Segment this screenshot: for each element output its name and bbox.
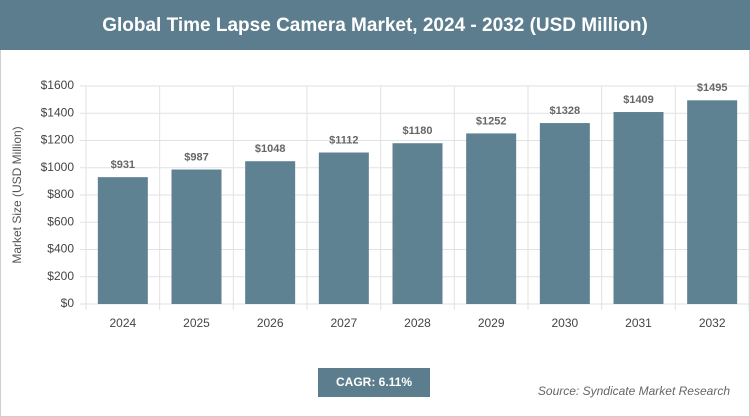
- y-tick-label: $1400: [41, 105, 75, 119]
- bar: [613, 112, 664, 305]
- value-label: $1048: [255, 143, 286, 155]
- value-label: $1409: [623, 94, 654, 106]
- value-label: $987: [184, 151, 208, 163]
- cagr-box: [318, 368, 430, 397]
- bar: [245, 161, 296, 304]
- y-tick-label: $600: [47, 214, 74, 228]
- y-tick-label: $1600: [41, 78, 75, 92]
- bar: [539, 123, 590, 304]
- bar: [97, 177, 148, 304]
- x-tick-label: 2027: [330, 316, 357, 330]
- y-axis-label: Market Size (USD Million): [10, 126, 24, 263]
- value-label: $931: [111, 159, 135, 171]
- y-tick-label: $200: [47, 269, 74, 283]
- bar: [171, 169, 222, 304]
- value-label: $1180: [403, 125, 433, 137]
- value-label: $1112: [329, 134, 358, 146]
- bar: [687, 100, 738, 305]
- x-tick-label: 2025: [183, 316, 210, 330]
- cagr-label: CAGR: 6.11%: [336, 375, 412, 389]
- x-tick-label: 2029: [478, 316, 505, 330]
- x-tick-label: 2031: [625, 316, 652, 330]
- value-label: $1328: [550, 105, 581, 117]
- chart-title: Global Time Lapse Camera Market, 2024 - …: [102, 15, 648, 36]
- value-label: $1252: [476, 115, 507, 127]
- x-tick-label: 2032: [699, 316, 726, 330]
- title-bar: [0, 0, 750, 50]
- x-tick-label: 2024: [109, 316, 136, 330]
- bar: [318, 152, 369, 304]
- x-tick-label: 2030: [551, 316, 578, 330]
- y-tick-label: $400: [47, 242, 74, 256]
- bar: [392, 143, 443, 304]
- bar: [466, 133, 517, 304]
- y-tick-label: $1000: [41, 160, 75, 174]
- y-tick-label: $1200: [41, 133, 75, 147]
- source: Source: Syndicate Market Research: [538, 384, 730, 398]
- x-tick-label: 2026: [257, 316, 284, 330]
- y-tick-label: $800: [47, 187, 74, 201]
- y-tick-label: $0: [61, 296, 75, 310]
- x-tick-label: 2028: [404, 316, 431, 330]
- value-label: $1495: [697, 82, 728, 94]
